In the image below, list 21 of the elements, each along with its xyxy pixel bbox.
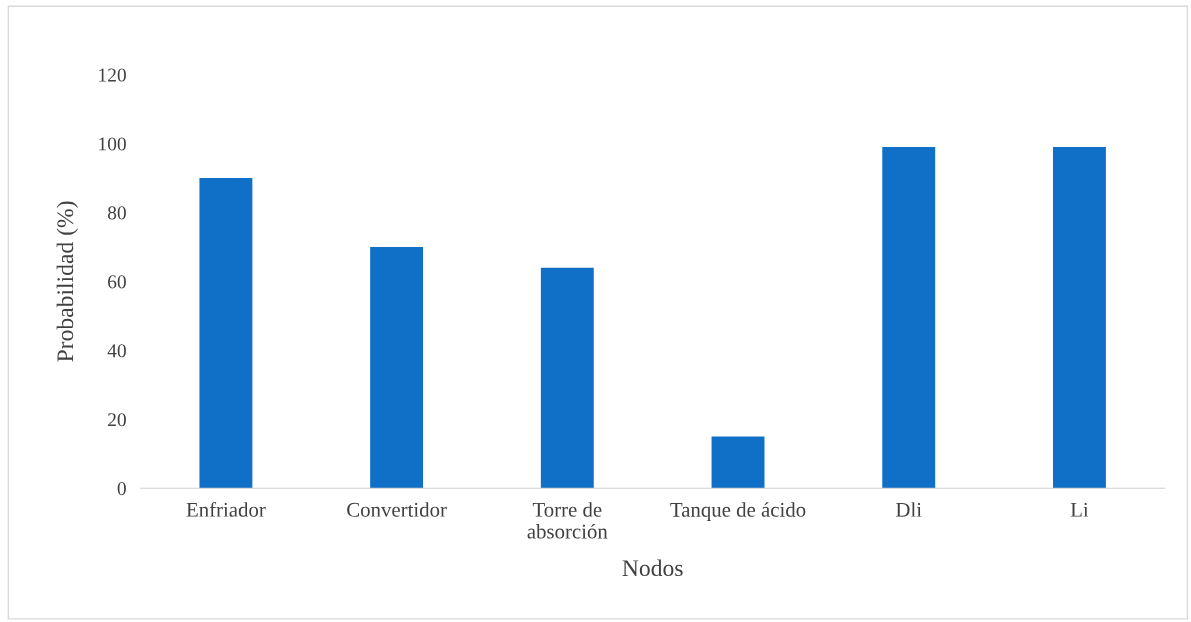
bar [711,436,765,489]
y-tick-label: 60 [108,275,126,289]
x-tick-label: Li [1070,502,1089,517]
bar [370,246,424,489]
x-tick-label: Tanque de ácido [670,502,806,522]
x-tick-label: Torre de absorción [527,502,608,539]
bar [540,267,594,489]
y-tick-label: 40 [107,344,126,358]
y-tick-label: 0 [117,482,126,496]
bar [1052,147,1106,489]
x-tick-label: Dli [896,502,922,517]
y-tick-label: 80 [107,206,126,220]
x-tick-label: Convertidor [347,502,447,517]
y-axis-title: Probabilidad (%) [56,201,79,362]
bar [199,178,253,489]
y-tick-label: 20 [108,413,126,427]
bar [882,147,936,489]
y-tick-label: 120 [99,68,126,82]
y-tick-label: 100 [99,137,126,151]
x-tick-label: Enfriador [186,501,266,517]
x-axis-title: Nodos [622,559,683,577]
